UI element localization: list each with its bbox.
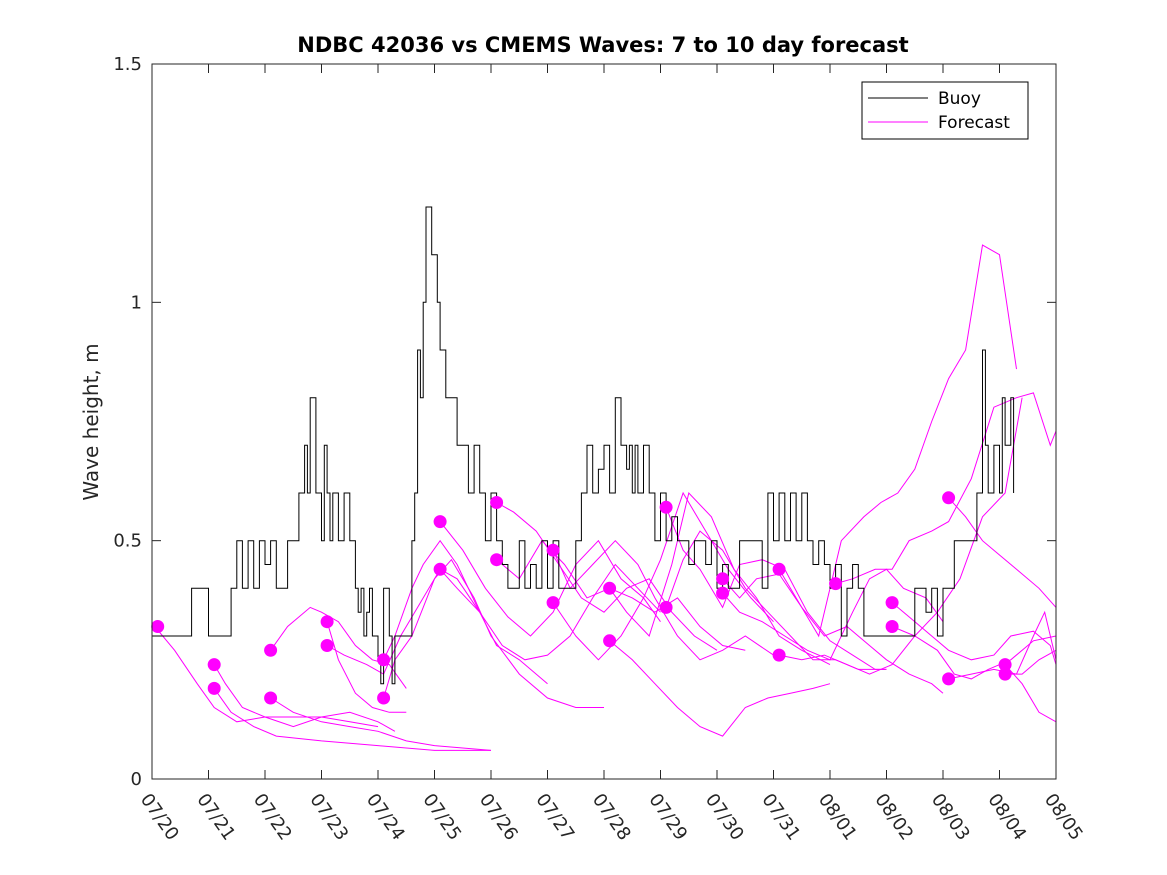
forecast-series-line-11 (439, 563, 661, 661)
forecast-start-point-16 (603, 581, 617, 595)
forecast-series-line-13 (496, 539, 746, 651)
forecast-start-point-26 (885, 620, 899, 633)
forecast-series-line-12 (496, 502, 718, 651)
forecast-series-line-24 (835, 392, 1057, 585)
forecast-series-line-17 (609, 491, 831, 666)
forecast-start-point-15 (546, 596, 560, 610)
forecast-series-line-2 (213, 664, 396, 732)
forecast-start-point-28 (942, 672, 956, 686)
forecast-series-line-5 (270, 697, 492, 751)
forecast-series-line-16 (609, 640, 831, 737)
y-axis-label: Wave height, m (79, 343, 103, 500)
forecast-series-line-1 (154, 626, 379, 728)
forecast-series-line-9 (383, 558, 604, 708)
legend-buoy-label: Buoy (938, 89, 981, 109)
forecast-start-point-11 (433, 562, 447, 576)
forecast-start-point-5 (264, 691, 278, 705)
forecast-series-line-25 (891, 602, 1057, 665)
forecast-start-point-18 (659, 500, 673, 514)
y-tick-label-3: 1 (131, 292, 142, 313)
forecast-start-point-9 (377, 691, 391, 705)
forecast-series-line-8 (383, 539, 548, 685)
forecast-start-point-4 (264, 643, 278, 657)
y-tick-label-2: 0.5 (113, 531, 142, 552)
forecast-series-line-20 (722, 573, 944, 694)
forecast-series-line-14 (552, 539, 774, 661)
buoy-series-line (152, 206, 1015, 685)
forecast-series-line-27 (948, 497, 1057, 608)
forecast-start-point-22 (772, 562, 786, 576)
forecast-start-point-20 (716, 572, 730, 586)
forecast-start-point-3 (207, 681, 221, 695)
forecast-start-point-24 (829, 577, 843, 591)
forecast-series-line-6 (326, 621, 407, 713)
forecast-series-line-3 (213, 688, 491, 751)
chart-title: NDBC 42036 vs CMEMS Waves: 7 to 10 day f… (297, 33, 908, 57)
forecast-series-line-18 (665, 507, 887, 670)
forecast-start-point-2 (207, 658, 221, 672)
plot-background (152, 64, 1056, 779)
forecast-start-point-6 (320, 615, 334, 629)
y-tick-label-1: 0 (131, 769, 142, 790)
forecast-series-line-10 (439, 521, 661, 637)
forecast-start-point-25 (885, 596, 899, 610)
forecast-start-point-27 (942, 491, 956, 505)
forecast-start-point-30 (998, 667, 1012, 681)
forecast-series-line-22 (778, 244, 1017, 638)
forecast-start-point-14 (546, 543, 560, 557)
forecast-series-line-30 (1005, 649, 1057, 675)
legend-forecast-label: Forecast (938, 113, 1010, 133)
forecast-start-point-1 (151, 620, 165, 633)
forecast-series-line-26 (891, 626, 1057, 680)
forecast-start-point-23 (772, 648, 786, 662)
y-tick-label-4: 1.5 (113, 54, 142, 75)
forecast-start-point-10 (433, 515, 447, 529)
forecast-start-point-21 (716, 586, 730, 600)
forecast-start-point-19 (659, 600, 673, 614)
forecast-start-point-13 (490, 553, 504, 567)
plot-area: 00.511.507/20 07/21 07/22 07/23 07/24 07/25 07… (113, 54, 1087, 844)
forecast-start-point-7 (320, 639, 334, 652)
forecast-start-point-17 (603, 634, 617, 648)
forecast-series-line-23 (778, 397, 1023, 675)
forecast-series-line-15 (552, 491, 774, 661)
forecast-start-point-12 (490, 496, 504, 509)
legend: Buoy Forecast (861, 81, 1029, 140)
forecast-start-point-8 (377, 653, 391, 667)
legend-box (861, 81, 1029, 140)
forecast-start-point-29 (998, 658, 1012, 672)
